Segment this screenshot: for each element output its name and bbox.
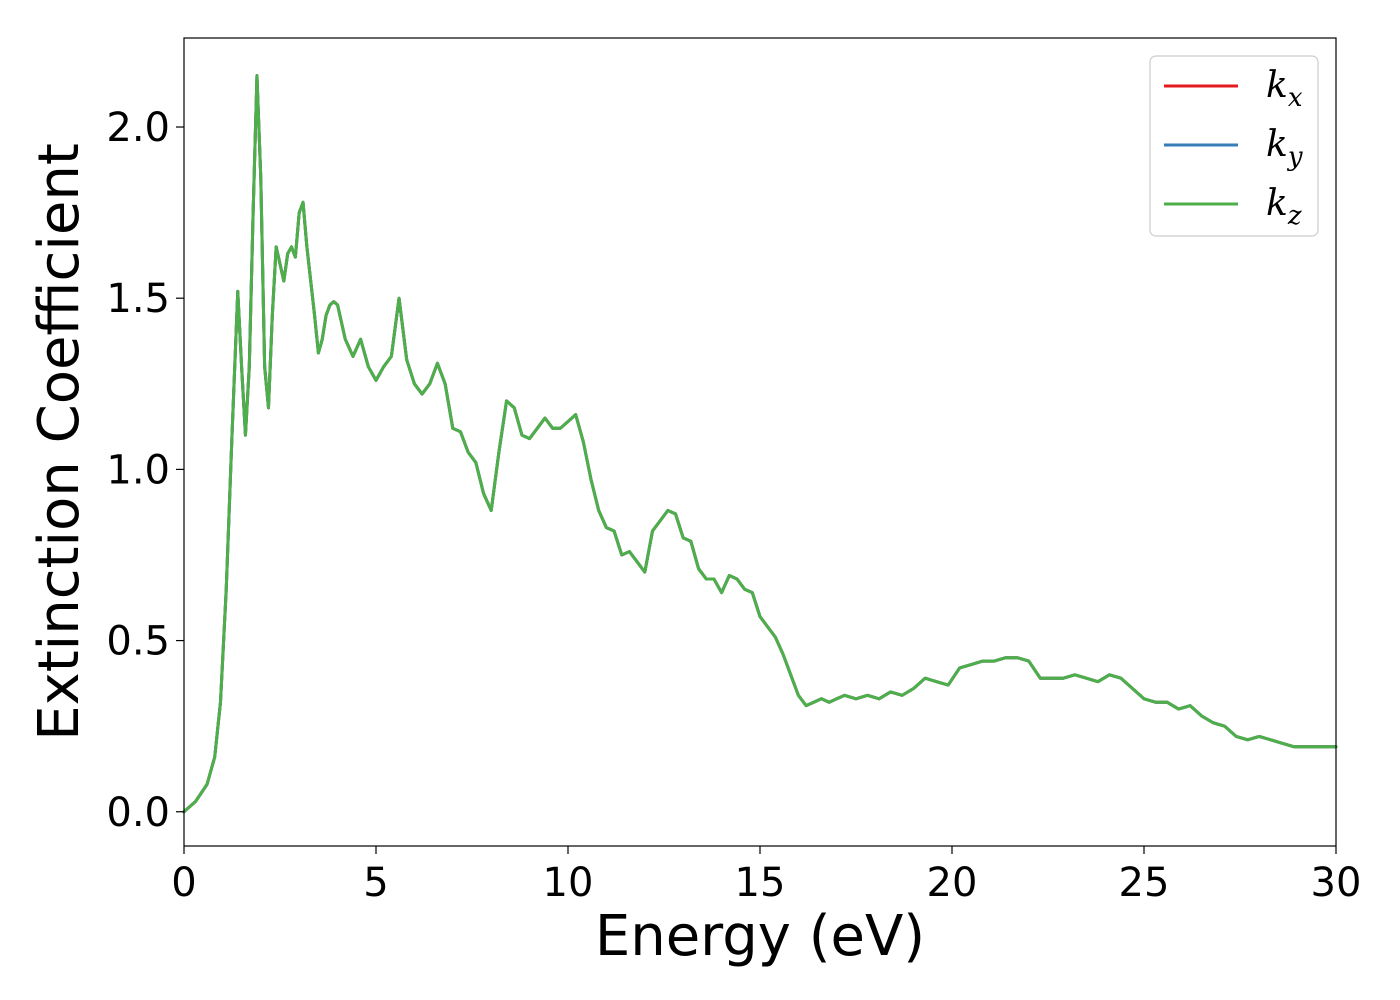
x-tick-label: 20 <box>927 860 978 906</box>
x-axis-title: Energy (eV) <box>595 904 925 969</box>
x-tick-label: 5 <box>363 860 388 906</box>
legend-label-kz: kz <box>1266 183 1302 231</box>
y-tick-label: 2.0 <box>106 105 170 151</box>
legend-label-subscript: z <box>1287 201 1302 231</box>
x-axis-ticks: 0 5 10 15 20 25 30 <box>171 846 1361 906</box>
x-tick-label: 30 <box>1311 860 1362 906</box>
y-axis-ticks: 0.0 0.5 1.0 1.5 2.0 <box>106 105 184 836</box>
x-tick-label: 15 <box>735 860 786 906</box>
series-line-k-z <box>182 74 1338 814</box>
legend-label-kx: kx <box>1266 65 1303 113</box>
legend-label-base: k <box>1266 124 1288 165</box>
y-tick-label: 1.0 <box>106 447 170 493</box>
x-tick-label: 25 <box>1119 860 1170 906</box>
legend-label-subscript: x <box>1288 83 1303 113</box>
legend-label-base: k <box>1266 183 1288 224</box>
legend-label-subscript: y <box>1287 142 1303 172</box>
x-tick-label: 0 <box>171 860 196 906</box>
y-tick-label: 1.5 <box>106 276 170 322</box>
x-tick-label: 10 <box>543 860 594 906</box>
legend-label-ky: ky <box>1266 124 1303 172</box>
y-tick-label: 0.0 <box>106 790 170 836</box>
y-axis-title: Extinction Coefficient <box>27 143 92 741</box>
series-layer <box>182 74 1338 814</box>
legend-label-base: k <box>1266 65 1288 106</box>
y-tick-label: 0.5 <box>106 619 170 665</box>
